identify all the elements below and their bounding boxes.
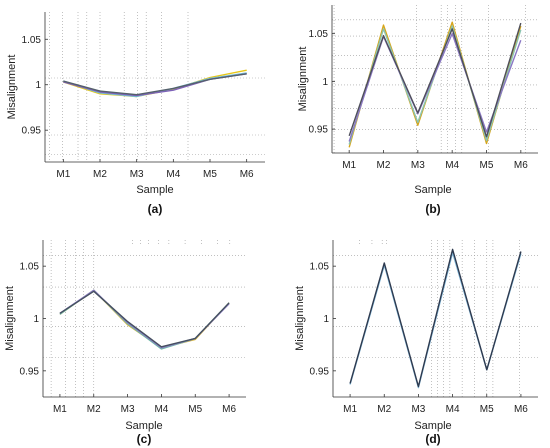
series-line (63, 73, 247, 96)
y-tick-label: 1.05 (20, 262, 40, 273)
x-tick-label: M4 (154, 404, 168, 415)
x-tick-label: M2 (377, 404, 391, 415)
x-tick-label: M4 (166, 169, 180, 180)
series-line (59, 289, 230, 349)
series-line (59, 290, 230, 348)
x-axis-label: Sample (414, 420, 451, 432)
x-tick-label: M3 (121, 404, 135, 415)
y-tick-label: 0.95 (309, 125, 329, 136)
y-tick-label: 1 (322, 77, 328, 88)
y-tick-label: 1 (33, 314, 39, 325)
panel-label: (a) (148, 202, 163, 216)
series-line (348, 22, 522, 138)
y-tick-label: 1.05 (22, 35, 42, 46)
panel-label: (c) (137, 432, 152, 446)
chart-panel-b: 0.95 1 1.05 M1 M2 M3 M4 M5 M6 Misalignment Sample (… (297, 5, 538, 216)
x-tick-label: M4 (446, 404, 460, 415)
x-tick-label: M3 (411, 160, 425, 171)
y-tick-label: 1 (35, 80, 41, 91)
series-line (348, 32, 522, 142)
x-tick-label: M5 (188, 404, 202, 415)
y-tick-label: 1 (323, 314, 329, 325)
x-tick-label: M1 (56, 169, 70, 180)
y-axis-label: Misalignment (6, 55, 18, 120)
chart-panel-a: 0.95 1 1.05 M1 M2 M3 M4 M5 M6 Misalignment Sample (… (6, 12, 265, 216)
panel-label: (d) (425, 432, 440, 446)
x-tick-label: M1 (342, 160, 356, 171)
series-line (59, 289, 230, 349)
x-tick-label: M1 (343, 404, 357, 415)
y-axis-label: Misalignment (297, 47, 309, 112)
x-tick-label: M2 (377, 160, 391, 171)
x-tick-label: M6 (514, 160, 528, 171)
y-tick-label: 0.95 (22, 126, 42, 137)
x-tick-label: M3 (130, 169, 144, 180)
x-tick-label: M5 (203, 169, 217, 180)
x-tick-label: M6 (240, 169, 254, 180)
chart-panel-c: 0.95 1 1.05 M1 M2 M3 M4 M5 M6 Misalignment Sample(… (4, 240, 246, 446)
x-tick-label: M3 (411, 404, 425, 415)
y-axis-label: Misalignment (4, 286, 16, 351)
x-tick-label: M5 (480, 404, 494, 415)
x-tick-label: M2 (93, 169, 107, 180)
series-line (59, 289, 230, 350)
series-line (349, 248, 522, 388)
x-tick-label: M2 (87, 404, 101, 415)
panel-label: (b) (425, 202, 440, 216)
chart-panel-d: 0.95 1 1.05 M1 M2 M3 M4 M5 M6 Misalignment Sample(… (294, 240, 538, 446)
y-tick-label: 1.05 (309, 29, 329, 40)
x-axis-label: Sample (414, 184, 451, 196)
x-tick-label: M4 (445, 160, 459, 171)
y-tick-label: 1.05 (310, 262, 330, 273)
x-axis-label: Sample (136, 184, 173, 196)
y-tick-label: 0.95 (310, 366, 330, 377)
y-tick-label: 0.95 (20, 366, 40, 377)
x-tick-label: M6 (514, 404, 528, 415)
y-axis-label: Misalignment (294, 286, 306, 351)
x-tick-label: M6 (222, 404, 236, 415)
x-tick-label: M5 (480, 160, 494, 171)
x-tick-label: M1 (53, 404, 67, 415)
x-axis-label: Sample (125, 420, 162, 432)
